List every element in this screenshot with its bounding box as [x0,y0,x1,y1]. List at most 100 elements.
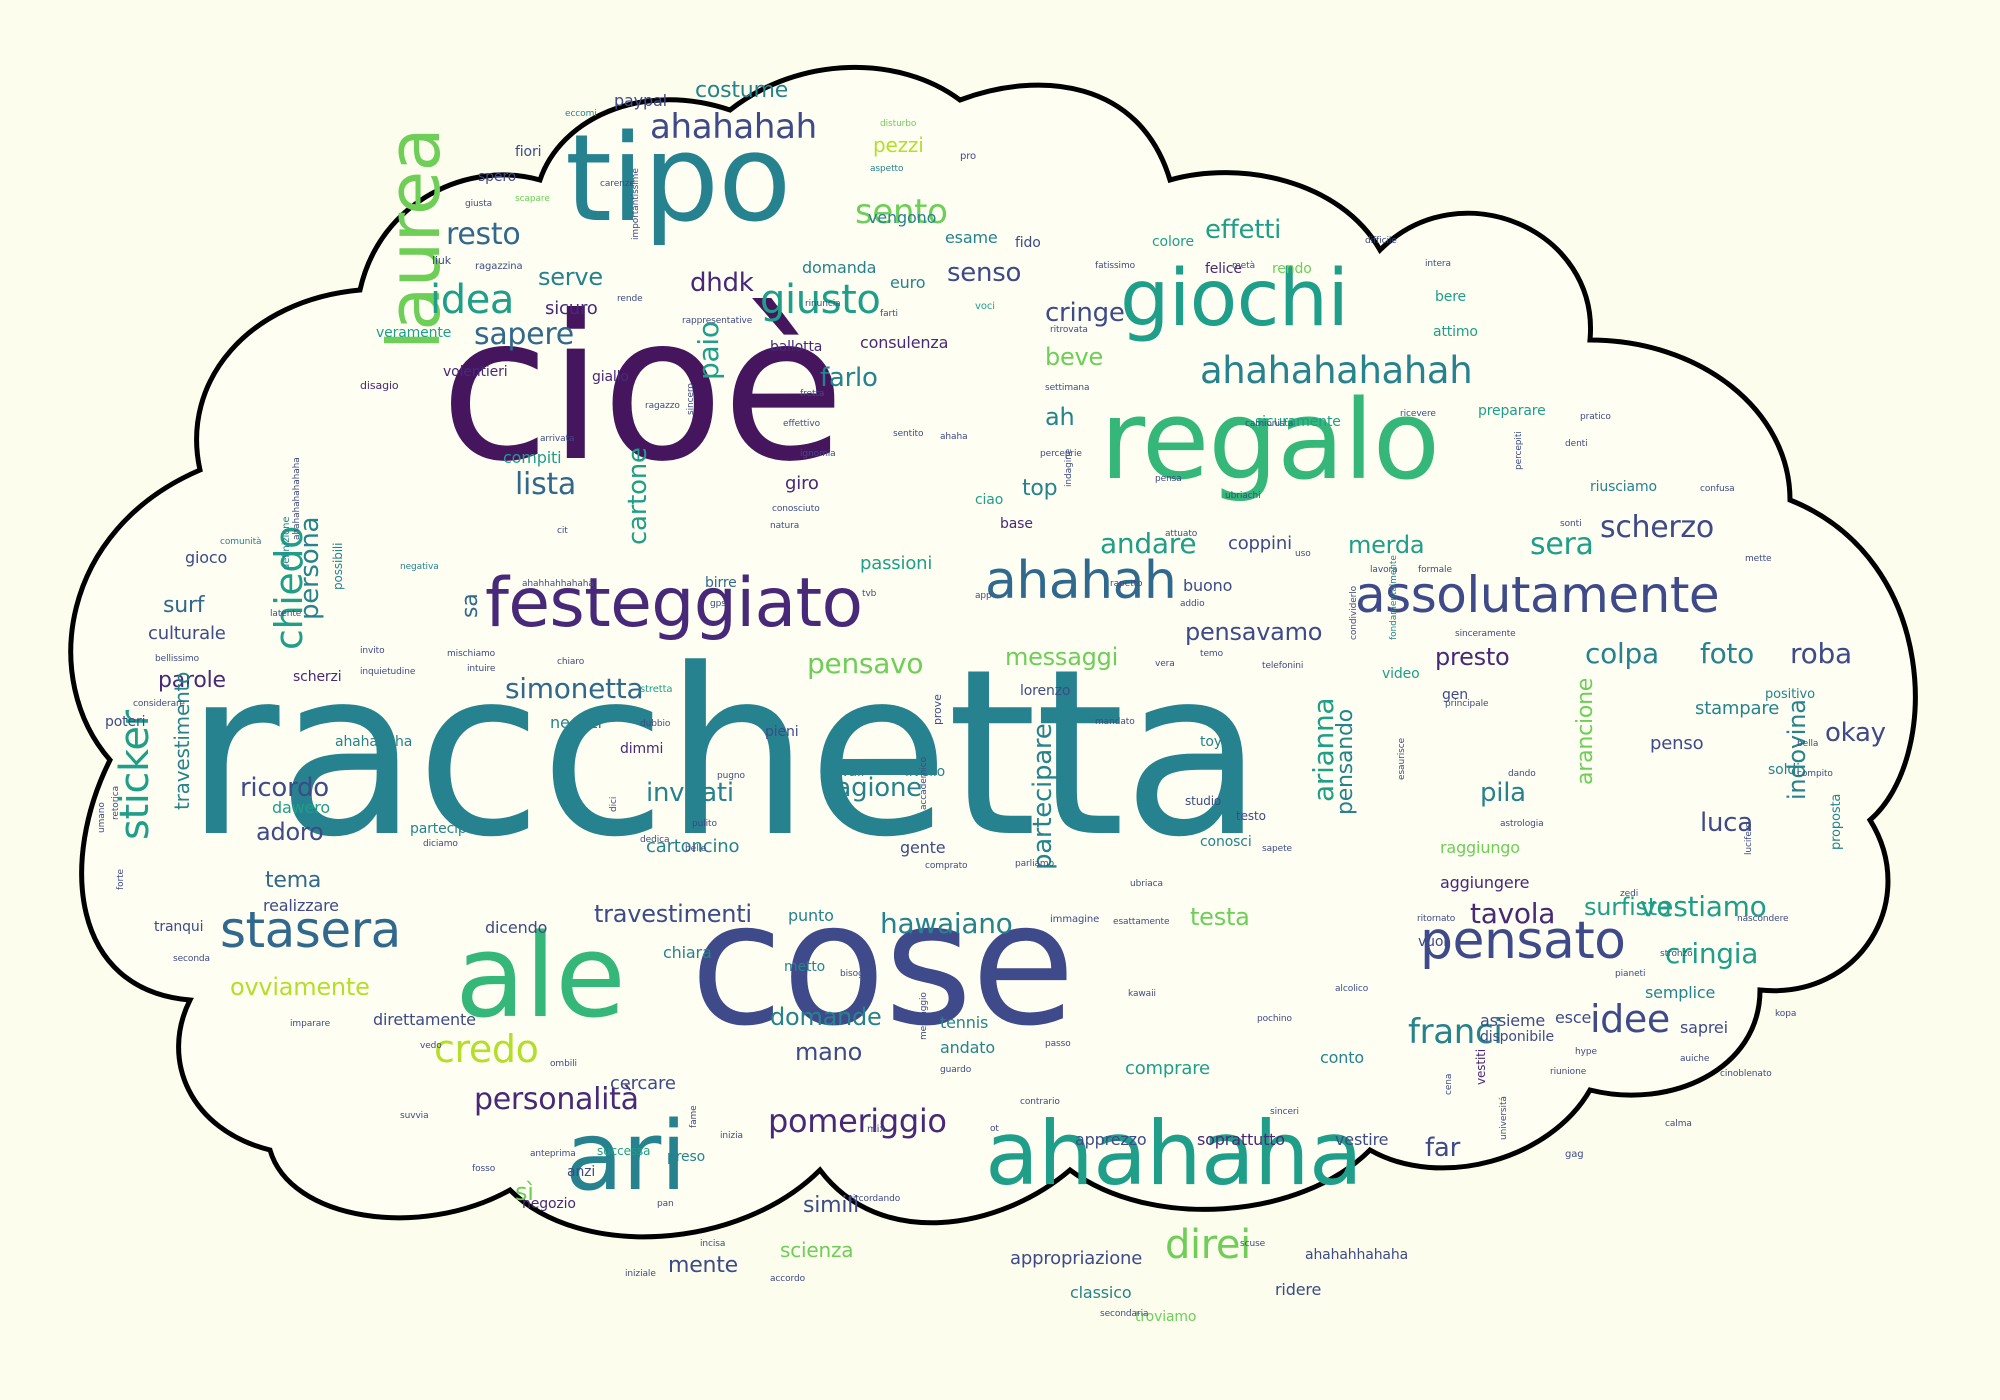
word-esame: esame [945,228,998,247]
word-testo: testo [1236,809,1266,823]
word-hawaii: hawaii [820,764,865,780]
word-chiara: chiara [663,943,712,962]
word-lucifero: lucifero [1744,822,1754,855]
word-universita: universitá [1499,1096,1509,1140]
word-carenze: carenze [600,179,635,189]
word-fatissimo: fatissimo [1095,261,1136,271]
word-okay: okay [1825,718,1886,748]
word-ahaha: ahaha [940,432,968,442]
word-voci: voci [975,301,995,312]
word-birre: birre [705,575,737,591]
word-apprezzo: apprezzo [1075,1130,1147,1149]
word-fretta: fretta [800,389,825,399]
word-sento: sento [855,192,948,232]
word-ari: ari [565,1102,687,1212]
word-negativa: negativa [400,562,439,572]
word-idee: idee [1590,997,1670,1041]
word-indovina: indovina [1783,699,1811,800]
word-ricordo: ricordo [240,773,329,803]
word-mano: mano [795,1038,863,1066]
word-principale: principale [1445,699,1489,709]
word-vengono: vengono [868,208,937,227]
word-realizzare: realizzare [263,896,339,915]
word-formale: formale [1418,565,1452,575]
word-intuire: intuire [467,664,496,674]
word-invito: invito [360,646,385,656]
word-troviamo: troviamo [1135,1309,1197,1325]
word-bisogno: bisogno [840,969,875,979]
word-kawaii: kawaii [1128,989,1156,999]
word-adoro: adoro [256,818,324,846]
word-messaggio: messaggio [919,992,929,1040]
word-pensato: pensato [1420,911,1626,971]
word-ballotta: ballotta [770,339,823,355]
word-dando: dando [1508,769,1536,779]
word-toys: toys [1200,734,1230,750]
word-base: base [1000,516,1033,532]
word-pugno: pugno [717,771,745,781]
word-esattamente: esattamente [1113,917,1170,927]
word-colpa: colpa [1585,637,1659,670]
word-seconda: seconda [173,954,210,964]
word-sinceramente: sinceramente [1455,629,1516,639]
word-ale: ale [455,910,626,1044]
word-conosci: conosci [1200,834,1252,850]
word-imparare: imparare [290,1019,331,1029]
word-gps: gps [710,599,726,609]
word-partecipare: partecipare [1028,723,1058,870]
word-scapare: scapare [515,194,550,204]
word-pensavo: pensavo [807,647,924,680]
word-rapetto: rapetto [1110,579,1143,589]
word-tema: tema [265,868,322,893]
word-scienza: scienza [780,1238,854,1262]
word-stronzo: stronzo [1660,949,1693,959]
word-comunita: comunità [220,537,262,547]
word-meta: metà [1232,261,1255,271]
word-app: app [975,591,992,601]
word-farlo: farlo [820,363,878,393]
word-accordo: accordo [770,1274,806,1284]
word-ovviamente: ovviamente [230,973,370,1001]
word-mette: mette [1745,554,1772,564]
word-sinceri: sinceri [1270,1107,1299,1117]
word-compito: compito [1797,769,1833,779]
word-merda: merda [1348,531,1425,559]
word-punto: punto [788,906,834,925]
word-vedo: vedo [420,1041,442,1051]
word-ubriaca: ubriaca [1130,879,1163,889]
word-andato: andato [940,1038,996,1057]
word-sa: sa [458,593,483,618]
word-sonti: sonti [1560,519,1582,529]
word-penso: penso [1650,733,1704,754]
word-forte: forte [116,869,126,890]
word-stasera: stasera [220,901,401,959]
word-ragione: ragione [825,773,922,803]
word-paypal: paypal [614,91,667,110]
word-anteprima: anteprima [530,1149,576,1159]
word-cringe: cringe [1045,298,1125,328]
word-fido: fido [1015,235,1041,251]
word-colore: colore [1152,234,1194,250]
word-belle: belle [685,844,707,854]
word-pulito: pulito [692,819,717,829]
word-parole: parole [158,668,226,693]
word-lorenzo: lorenzo [1020,683,1071,699]
word-anzi: anzi [567,1164,596,1180]
word-invitati: invitati [646,778,734,808]
word-ragazzo: ragazzo [645,401,680,411]
word-simili: simili [803,1193,860,1218]
word-soprattutto: soprattutto [1197,1130,1285,1149]
word-giallo: giallo [592,369,629,385]
word-indagine: indagine [1064,448,1074,487]
word-andare: andare [1100,527,1197,560]
word-zedi: zedi [1620,889,1639,899]
word-livello: livello [905,764,946,780]
word-domande: domande [770,1003,882,1031]
word-surf: surf [163,593,205,618]
word-cit: cit [557,526,568,536]
word-assieme: assieme [1480,1011,1546,1030]
word-scherzi: scherzi [293,669,342,685]
word-domanda: domanda [802,258,877,277]
word-fame: fame [689,1105,699,1128]
